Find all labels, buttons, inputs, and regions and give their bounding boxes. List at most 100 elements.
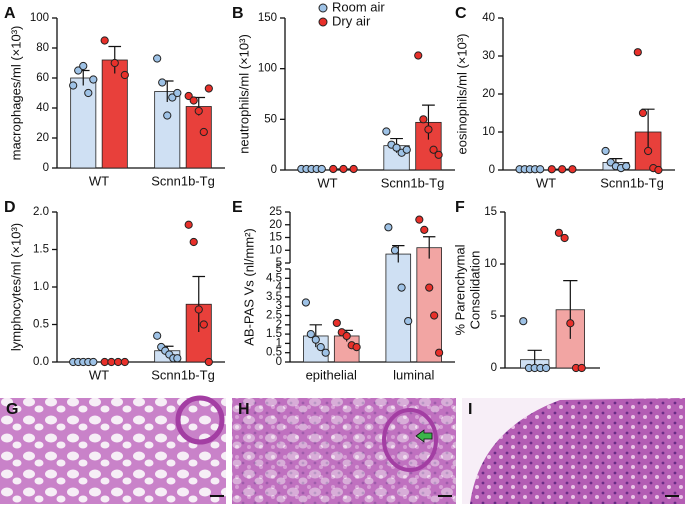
bar [185,106,212,169]
data-point [349,164,358,174]
y-tick-label: 5 [276,257,282,269]
panel-letter: C [455,5,467,22]
data-point [189,237,198,247]
x-tick-label: epithelial [306,367,357,382]
data-point [301,298,310,307]
y-tick-label: 10 [482,126,495,138]
y-tick-label: 0.5 [266,347,282,359]
data-point [554,228,564,237]
data-point [566,319,575,328]
y-tick-label: 15 [484,206,497,218]
data-point [306,330,315,339]
bar [154,91,181,169]
data-point [100,357,109,367]
y-tick-label: 150 [258,12,277,24]
data-point [69,81,78,90]
x-tick-label: Scnn1b-Tg [600,175,664,190]
data-point [638,108,648,118]
data-point [107,357,116,367]
y-tick-label: 2.0 [33,206,49,218]
panel-letter: I [468,401,472,418]
data-point [402,145,411,154]
data-point [420,225,429,234]
y-tick-label: 1.5 [33,244,49,256]
y-tick-label: 0 [43,162,49,174]
data-point [568,165,577,174]
panel-letter: H [238,401,250,418]
panel-letter: G [6,401,18,418]
data-point [339,164,348,174]
y-tick-label: 5 [491,310,497,322]
y-tick-label: 0 [489,164,495,176]
data-point [321,348,330,357]
data-point [415,215,424,224]
data-point [199,320,208,329]
y-tick-label: 3.5 [266,291,282,303]
data-point [204,357,213,367]
data-point [414,51,423,60]
data-point [316,343,325,352]
y-tick-label: 100 [30,12,49,24]
y-tick-label: 80 [36,42,49,54]
data-point [429,145,438,154]
legend-marker [318,17,328,27]
y-tick-label: 2 [276,319,282,331]
data-point [173,354,182,363]
y-tick-label: 40 [482,12,495,24]
data-point [392,143,401,152]
y-tick-label: 20 [269,219,282,231]
legend-label: Room air [332,0,385,14]
y-tick-label: 1 [276,337,282,349]
y-tick-label: 15 [269,232,282,244]
data-point [114,357,123,367]
y-tick-label: 4 [276,282,283,294]
y-tick-label: 2.5 [266,310,282,322]
y-tick-label: 0 [271,164,277,176]
data-point [89,75,98,84]
data-point [120,70,129,80]
histology-h [232,398,456,504]
data-point [120,357,129,367]
y-axis-label: macrophages/ml (×10³) [8,26,23,161]
y-tick-label: 4.5 [266,272,282,284]
y-tick-label: 0 [491,362,497,374]
data-point [404,316,413,326]
data-point [601,146,610,156]
data-point [153,331,162,340]
data-point [390,246,400,255]
data-point [74,66,83,75]
data-point [397,283,406,292]
y-tick-label: 20 [36,132,49,144]
x-tick-label: WT [89,173,109,188]
panel-letter: D [4,199,16,216]
y-axis-label: neutrophils/ml (×10³) [236,34,251,154]
panel-letter: B [232,5,244,22]
y-tick-label: 10 [484,258,497,270]
y-tick-label: 40 [36,102,49,114]
data-point [425,283,434,292]
data-point [199,127,208,137]
legend-marker [318,3,328,13]
data-point [419,115,428,124]
data-point [189,96,198,105]
x-tick-label: luminal [393,367,434,382]
data-point [184,91,193,101]
data-point [633,48,642,57]
y-axis-label: % Parenchymal [452,244,467,335]
y-axis-label: AB-PAS Vs (nl/mm²) [241,228,256,346]
data-point [382,127,391,136]
data-point [89,357,98,367]
error-bar [423,236,436,259]
data-point [158,78,167,87]
y-tick-label: 5 [276,263,282,275]
x-tick-label: Scnn1b-Tg [151,367,215,382]
data-point [311,335,320,344]
data-point [384,223,393,232]
panel-letter: A [4,5,16,22]
data-point [332,318,341,328]
panel-letter: E [232,199,243,216]
y-tick-label: 0.5 [33,319,49,331]
panel-letter: F [455,199,465,216]
y-tick-label: 10 [269,244,282,256]
